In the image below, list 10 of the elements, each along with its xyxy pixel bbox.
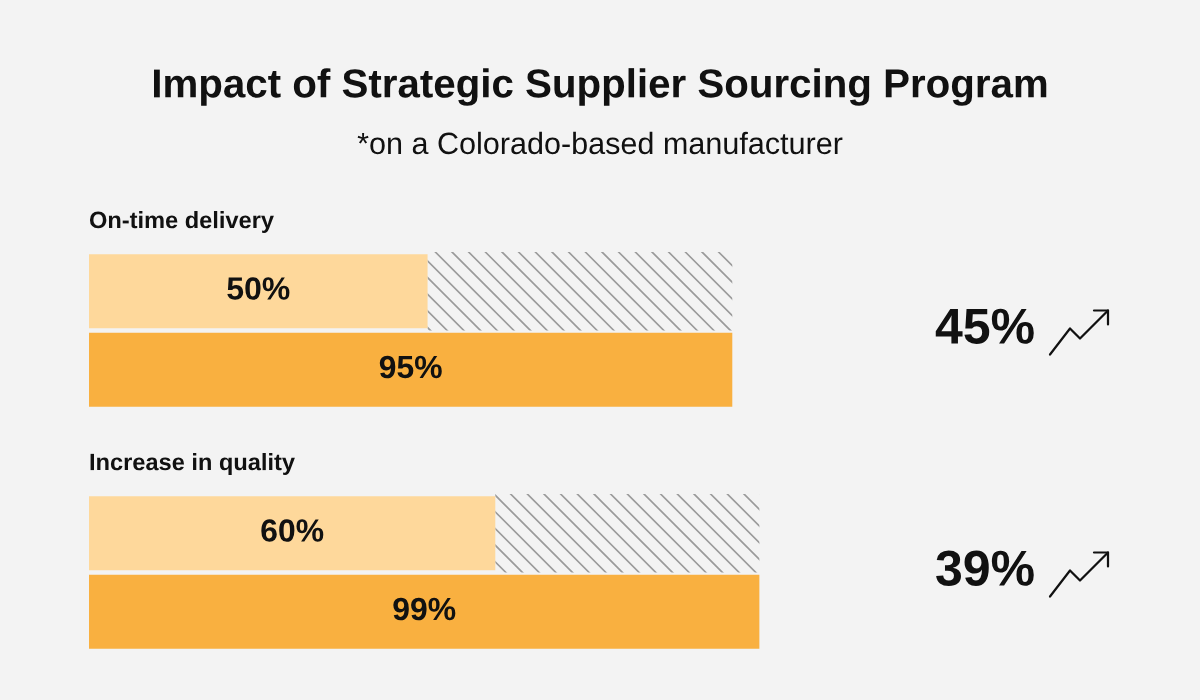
data-label: 99%	[393, 597, 456, 621]
annotation: On-time delivery	[89, 211, 274, 233]
data-label: 50%	[227, 277, 290, 300]
chart-title: Increase in quality	[90, 452, 295, 476]
text: 39%	[936, 550, 1034, 586]
data-label: 95%	[379, 355, 442, 379]
chart-subtitle: *on a Colorado-based manufacturer	[357, 131, 843, 155]
data-label: 60%	[261, 519, 324, 542]
text: 45%	[935, 308, 1034, 344]
chart-title: Impact of Strategic Supplier Sourcing Program	[153, 68, 1047, 106]
